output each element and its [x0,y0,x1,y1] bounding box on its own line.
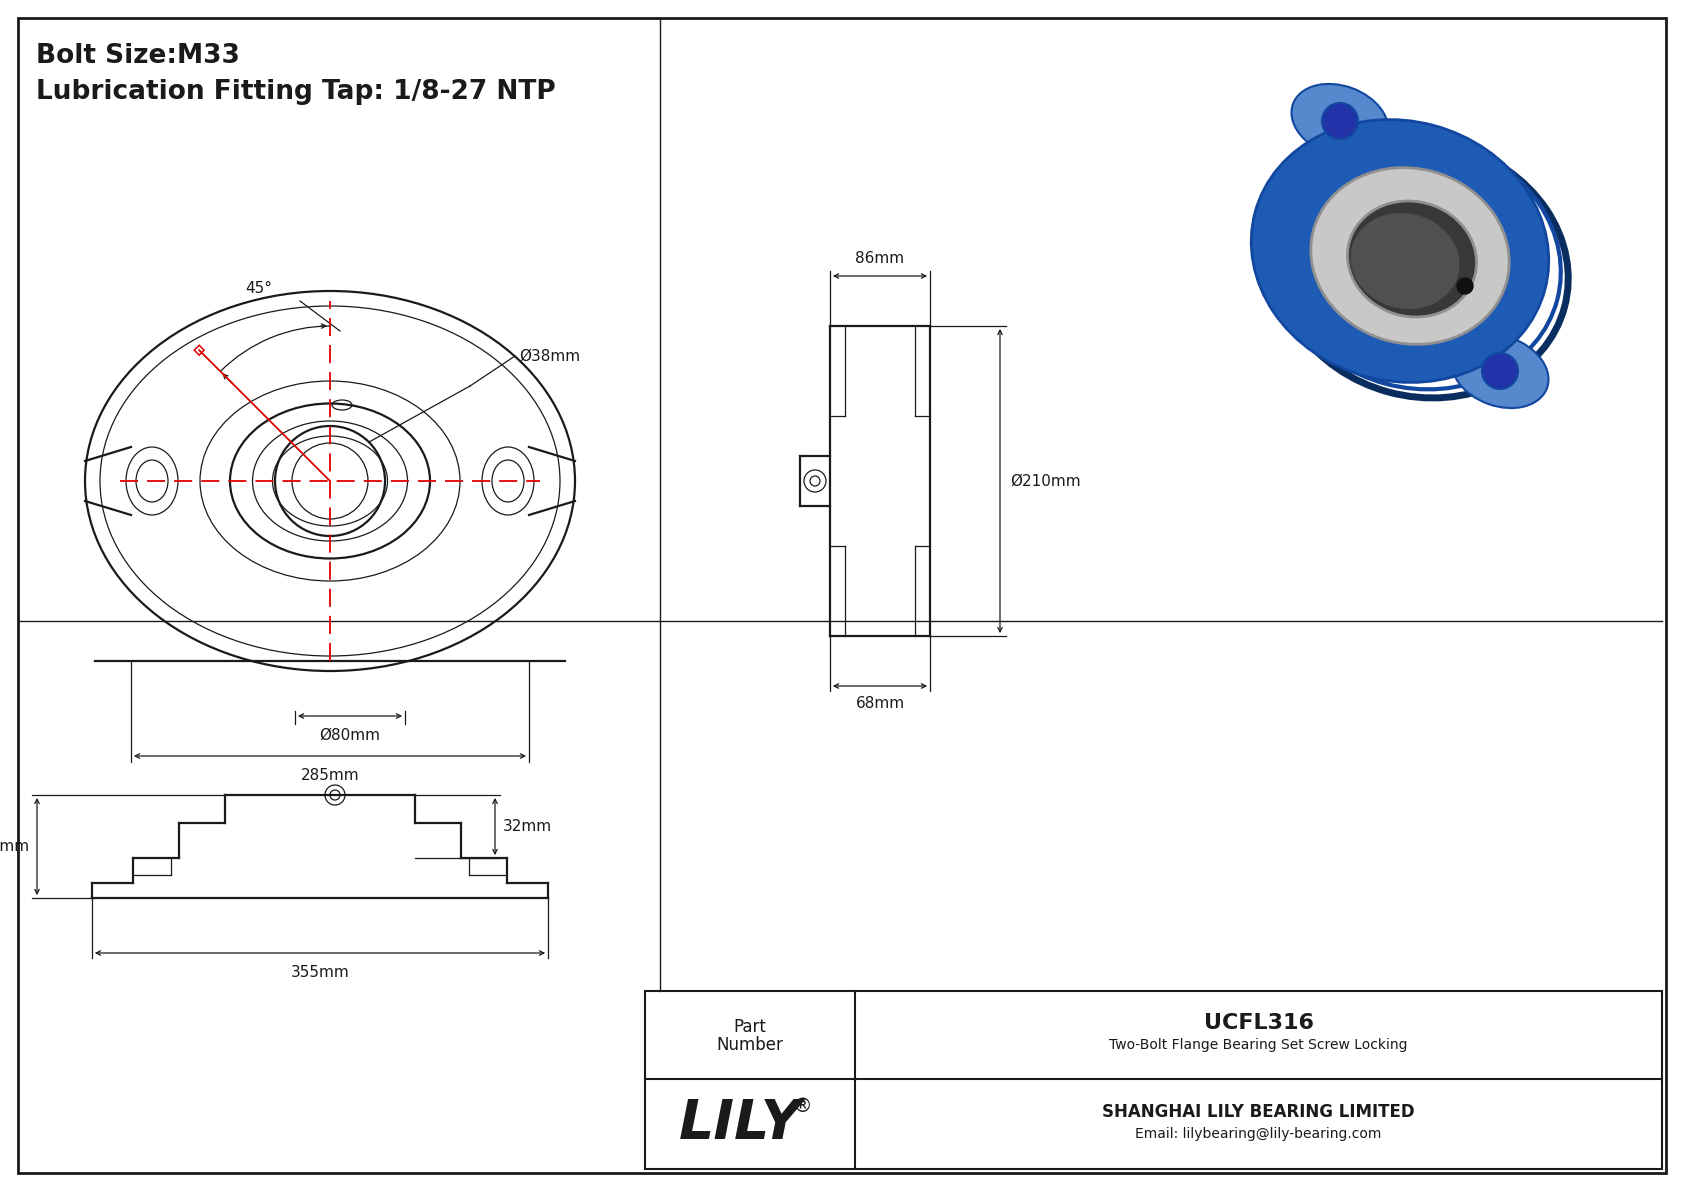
Text: 285mm: 285mm [301,768,359,782]
Text: Ø80mm: Ø80mm [320,728,381,743]
Text: 355mm: 355mm [291,965,349,980]
Ellipse shape [1251,119,1549,382]
Ellipse shape [1347,201,1477,317]
Ellipse shape [1292,83,1389,158]
Text: Ø38mm: Ø38mm [519,349,579,363]
Circle shape [1322,102,1357,139]
Circle shape [1457,278,1474,294]
Text: Email: lilybearing@lily-bearing.com: Email: lilybearing@lily-bearing.com [1135,1127,1381,1141]
Text: Lubrication Fitting Tap: 1/8-27 NTP: Lubrication Fitting Tap: 1/8-27 NTP [35,79,556,105]
Ellipse shape [1452,333,1549,409]
Text: Number: Number [717,1036,783,1054]
Circle shape [1482,353,1517,389]
Text: UCFL316: UCFL316 [1204,1014,1314,1033]
Text: 68mm: 68mm [855,696,904,711]
Text: Bolt Size:M33: Bolt Size:M33 [35,43,239,69]
Ellipse shape [1310,168,1509,344]
Bar [645,991,1662,1170]
Text: Ø210mm: Ø210mm [1010,474,1081,488]
Text: 32mm: 32mm [504,819,552,834]
Text: LILY: LILY [679,1097,802,1151]
Text: Part: Part [734,1018,766,1036]
Text: 90mm: 90mm [0,838,29,854]
Text: 45°: 45° [244,281,273,297]
Text: SHANGHAI LILY BEARING LIMITED: SHANGHAI LILY BEARING LIMITED [1103,1103,1415,1121]
Text: ®: ® [791,1097,812,1116]
Ellipse shape [1351,213,1460,308]
Text: Two-Bolt Flange Bearing Set Screw Locking: Two-Bolt Flange Bearing Set Screw Lockin… [1110,1039,1408,1052]
Text: 86mm: 86mm [855,251,904,266]
Bar [194,345,204,355]
